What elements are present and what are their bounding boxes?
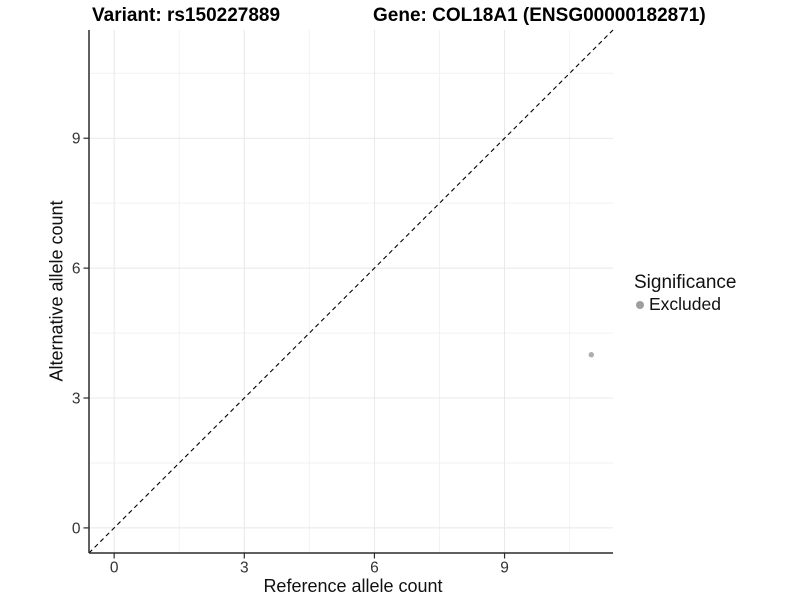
plot-title-gene: Gene: COL18A1 (ENSG00000182871) [373, 5, 706, 26]
y-tick-label: 0 [72, 520, 81, 537]
x-tick-label: 0 [110, 560, 119, 577]
plot-title-variant: Variant: rs150227889 [92, 5, 281, 26]
y-tick-label: 9 [72, 131, 81, 148]
legend-point-icon [636, 300, 644, 309]
y-tick-label: 6 [72, 261, 81, 278]
legend-item-excluded: Excluded [632, 294, 736, 314]
x-tick-label: 3 [240, 560, 249, 577]
x-tick-label: 6 [370, 560, 379, 577]
legend: Significance Excluded [632, 272, 736, 314]
y-axis-title: Alternative allele count [46, 200, 67, 382]
identity-dashed-line [88, 29, 614, 554]
y-tick-label: 3 [72, 391, 81, 408]
data-point [588, 352, 595, 358]
legend-item-label: Excluded [649, 294, 721, 314]
x-axis-title: Reference allele count [263, 576, 443, 596]
legend-title: Significance [634, 272, 737, 293]
x-tick-label: 9 [500, 560, 509, 577]
